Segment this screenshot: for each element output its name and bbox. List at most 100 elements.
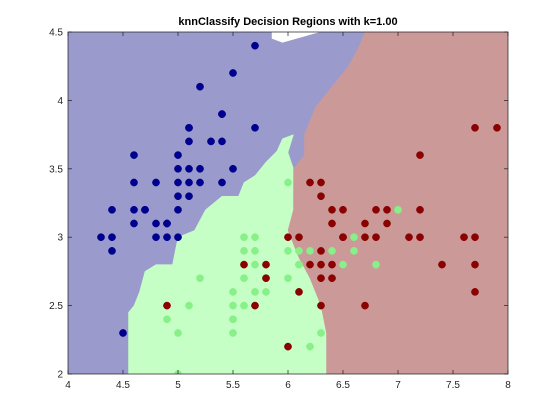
data-point-class-1 (185, 164, 193, 173)
data-point-class-3 (405, 233, 413, 242)
data-point-class-1 (108, 205, 116, 214)
data-point-class-2 (284, 247, 292, 255)
data-point-class-2 (240, 247, 248, 255)
data-point-class-2 (295, 260, 303, 269)
data-point-class-3 (328, 260, 336, 269)
data-point-class-3 (416, 205, 424, 214)
data-point-class-1 (130, 178, 138, 187)
data-point-class-2 (284, 178, 292, 187)
data-point-class-1 (196, 164, 204, 173)
y-tick-label: 4 (57, 96, 63, 107)
data-point-class-2 (196, 274, 204, 283)
data-point-class-3 (383, 205, 391, 214)
data-point-class-2 (163, 315, 171, 324)
data-point-class-2 (229, 315, 237, 324)
data-point-class-3 (317, 260, 325, 269)
data-point-class-1 (251, 41, 259, 50)
data-point-class-1 (130, 151, 138, 159)
x-tick-label: 4 (65, 380, 71, 391)
data-point-class-3 (372, 205, 380, 214)
data-point-class-3 (317, 301, 325, 310)
data-point-class-1 (141, 205, 149, 214)
data-point-class-2 (229, 288, 237, 296)
data-point-class-1 (174, 164, 182, 173)
chart-title: knnClassify Decision Regions with k=1.00 (178, 16, 397, 28)
y-tick-label: 3 (57, 233, 63, 244)
data-point-class-3 (361, 301, 369, 310)
data-point-class-2 (240, 301, 248, 310)
data-point-class-1 (130, 205, 138, 214)
data-point-class-3 (295, 233, 303, 242)
data-point-class-3 (471, 260, 479, 269)
data-point-class-1 (130, 219, 138, 228)
data-point-class-3 (317, 178, 325, 187)
data-point-class-3 (262, 274, 270, 283)
data-point-class-1 (218, 178, 226, 187)
x-tick-label: 5.5 (226, 380, 240, 391)
data-point-class-1 (218, 110, 226, 118)
data-point-class-1 (108, 247, 116, 255)
x-tick-label: 8 (505, 380, 511, 391)
data-point-class-3 (262, 260, 270, 269)
data-point-class-2 (240, 233, 248, 242)
data-point-class-3 (493, 123, 501, 132)
x-tick-label: 6 (285, 380, 291, 391)
data-point-class-3 (471, 123, 479, 132)
x-tick-label: 7 (395, 380, 401, 391)
y-tick-label: 2 (57, 370, 63, 381)
data-point-class-1 (196, 82, 204, 91)
data-point-class-2 (229, 329, 237, 337)
data-point-class-3 (460, 233, 468, 242)
data-point-class-2 (306, 342, 314, 351)
data-point-class-2 (394, 205, 402, 214)
data-point-class-3 (471, 233, 479, 242)
data-point-class-1 (119, 329, 127, 337)
y-axis: 2 2.5 3 3.5 4 4.5 (49, 28, 508, 381)
data-point-class-1 (174, 233, 182, 242)
data-point-class-3 (284, 233, 292, 242)
data-point-class-2 (350, 247, 358, 255)
data-point-class-1 (152, 219, 160, 228)
data-point-class-1 (174, 192, 182, 201)
data-point-class-3 (240, 260, 248, 269)
data-point-class-2 (185, 301, 193, 310)
decision-region-class-3 (287, 32, 508, 374)
data-point-class-1 (229, 164, 237, 173)
data-point-class-1 (207, 137, 215, 146)
x-axis: 4 4.5 5 5.5 6 6.5 7 7.5 8 (65, 32, 511, 391)
data-point-class-2 (372, 260, 380, 269)
x-tick-label: 6.5 (336, 380, 350, 391)
data-point-class-1 (185, 123, 193, 132)
data-point-class-2 (174, 329, 182, 337)
data-point-class-2 (317, 329, 325, 337)
x-tick-label: 5 (175, 380, 181, 391)
data-point-class-1 (185, 137, 193, 146)
data-point-class-3 (251, 301, 259, 310)
data-point-class-3 (306, 260, 314, 269)
data-point-class-2 (229, 301, 237, 310)
y-tick-label: 3.5 (49, 164, 63, 175)
data-point-class-2 (306, 247, 314, 255)
data-point-class-2 (339, 260, 347, 269)
data-point-class-3 (339, 205, 347, 214)
data-point-class-1 (174, 178, 182, 187)
data-point-class-3 (317, 192, 325, 201)
data-point-class-3 (372, 233, 380, 242)
data-point-class-2 (295, 247, 303, 255)
data-point-class-3 (361, 233, 369, 242)
data-point-class-1 (185, 178, 193, 187)
data-point-class-1 (185, 192, 193, 201)
data-point-class-2 (262, 288, 270, 296)
data-point-class-1 (152, 178, 160, 187)
x-tick-label: 4.5 (116, 380, 130, 391)
data-point-class-1 (97, 233, 105, 242)
data-point-class-2 (350, 233, 358, 242)
data-point-class-3 (416, 151, 424, 159)
data-point-class-1 (218, 137, 226, 146)
data-point-class-2 (240, 274, 248, 283)
data-point-class-1 (163, 219, 171, 228)
data-point-class-2 (251, 260, 259, 269)
data-point-class-2 (328, 247, 336, 255)
data-point-class-3 (328, 219, 336, 228)
y-tick-label: 4.5 (49, 28, 63, 39)
